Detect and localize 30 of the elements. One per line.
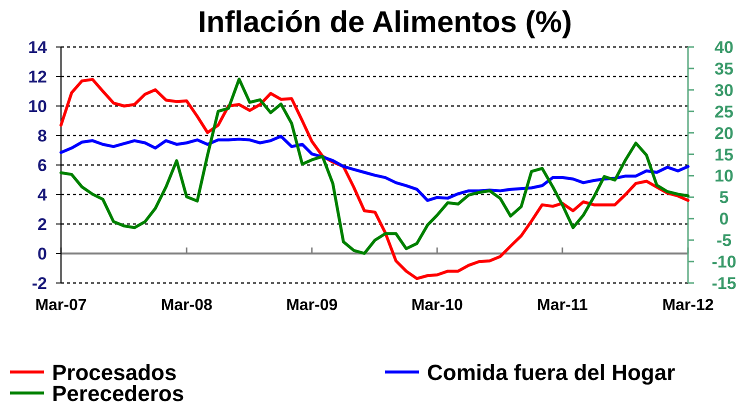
y2-tick-label: -10: [712, 252, 736, 272]
y2-tick-label: 25: [714, 102, 734, 122]
y-tick-label: 8: [38, 126, 47, 146]
y2-tick-label: -15: [712, 274, 736, 293]
y-tick-label: 10: [28, 97, 47, 116]
chart-title: Inflación de Alimentos (%): [198, 6, 572, 39]
y-tick-label: -2: [32, 274, 47, 293]
x-tick-label: Mar-07: [35, 297, 87, 314]
y2-tick-label: 20: [714, 124, 734, 143]
y-tick-label: 0: [38, 244, 47, 264]
y2-tick-label: 40: [714, 38, 734, 57]
y2-tick-label: 35: [714, 59, 734, 78]
y2-tick-label: 30: [714, 80, 734, 100]
y-tick-label: 14: [28, 38, 48, 57]
y-tick-label: 6: [38, 156, 47, 175]
y2-tick-label: 0: [719, 210, 729, 229]
y2-tick-label: 10: [714, 166, 734, 186]
y-tick-label: 2: [38, 215, 47, 234]
x-tick-label: Mar-11: [537, 297, 588, 314]
x-tick-label: Mar-10: [411, 297, 464, 314]
y-tick-label: 12: [28, 68, 47, 86]
x-tick-label: Mar-09: [286, 297, 338, 314]
line-series: [60, 134, 690, 202]
y2-tick-label: 15: [714, 145, 734, 164]
y-tick-label: 4: [38, 186, 48, 204]
x-tick-label: Mar-08: [160, 297, 212, 314]
y2-tick-label: -5: [716, 231, 732, 250]
y2-tick-label: 5: [719, 188, 729, 208]
x-tick-label: Mar-12: [662, 297, 714, 314]
legend-label: Comida fuera del Hogar: [427, 360, 676, 385]
